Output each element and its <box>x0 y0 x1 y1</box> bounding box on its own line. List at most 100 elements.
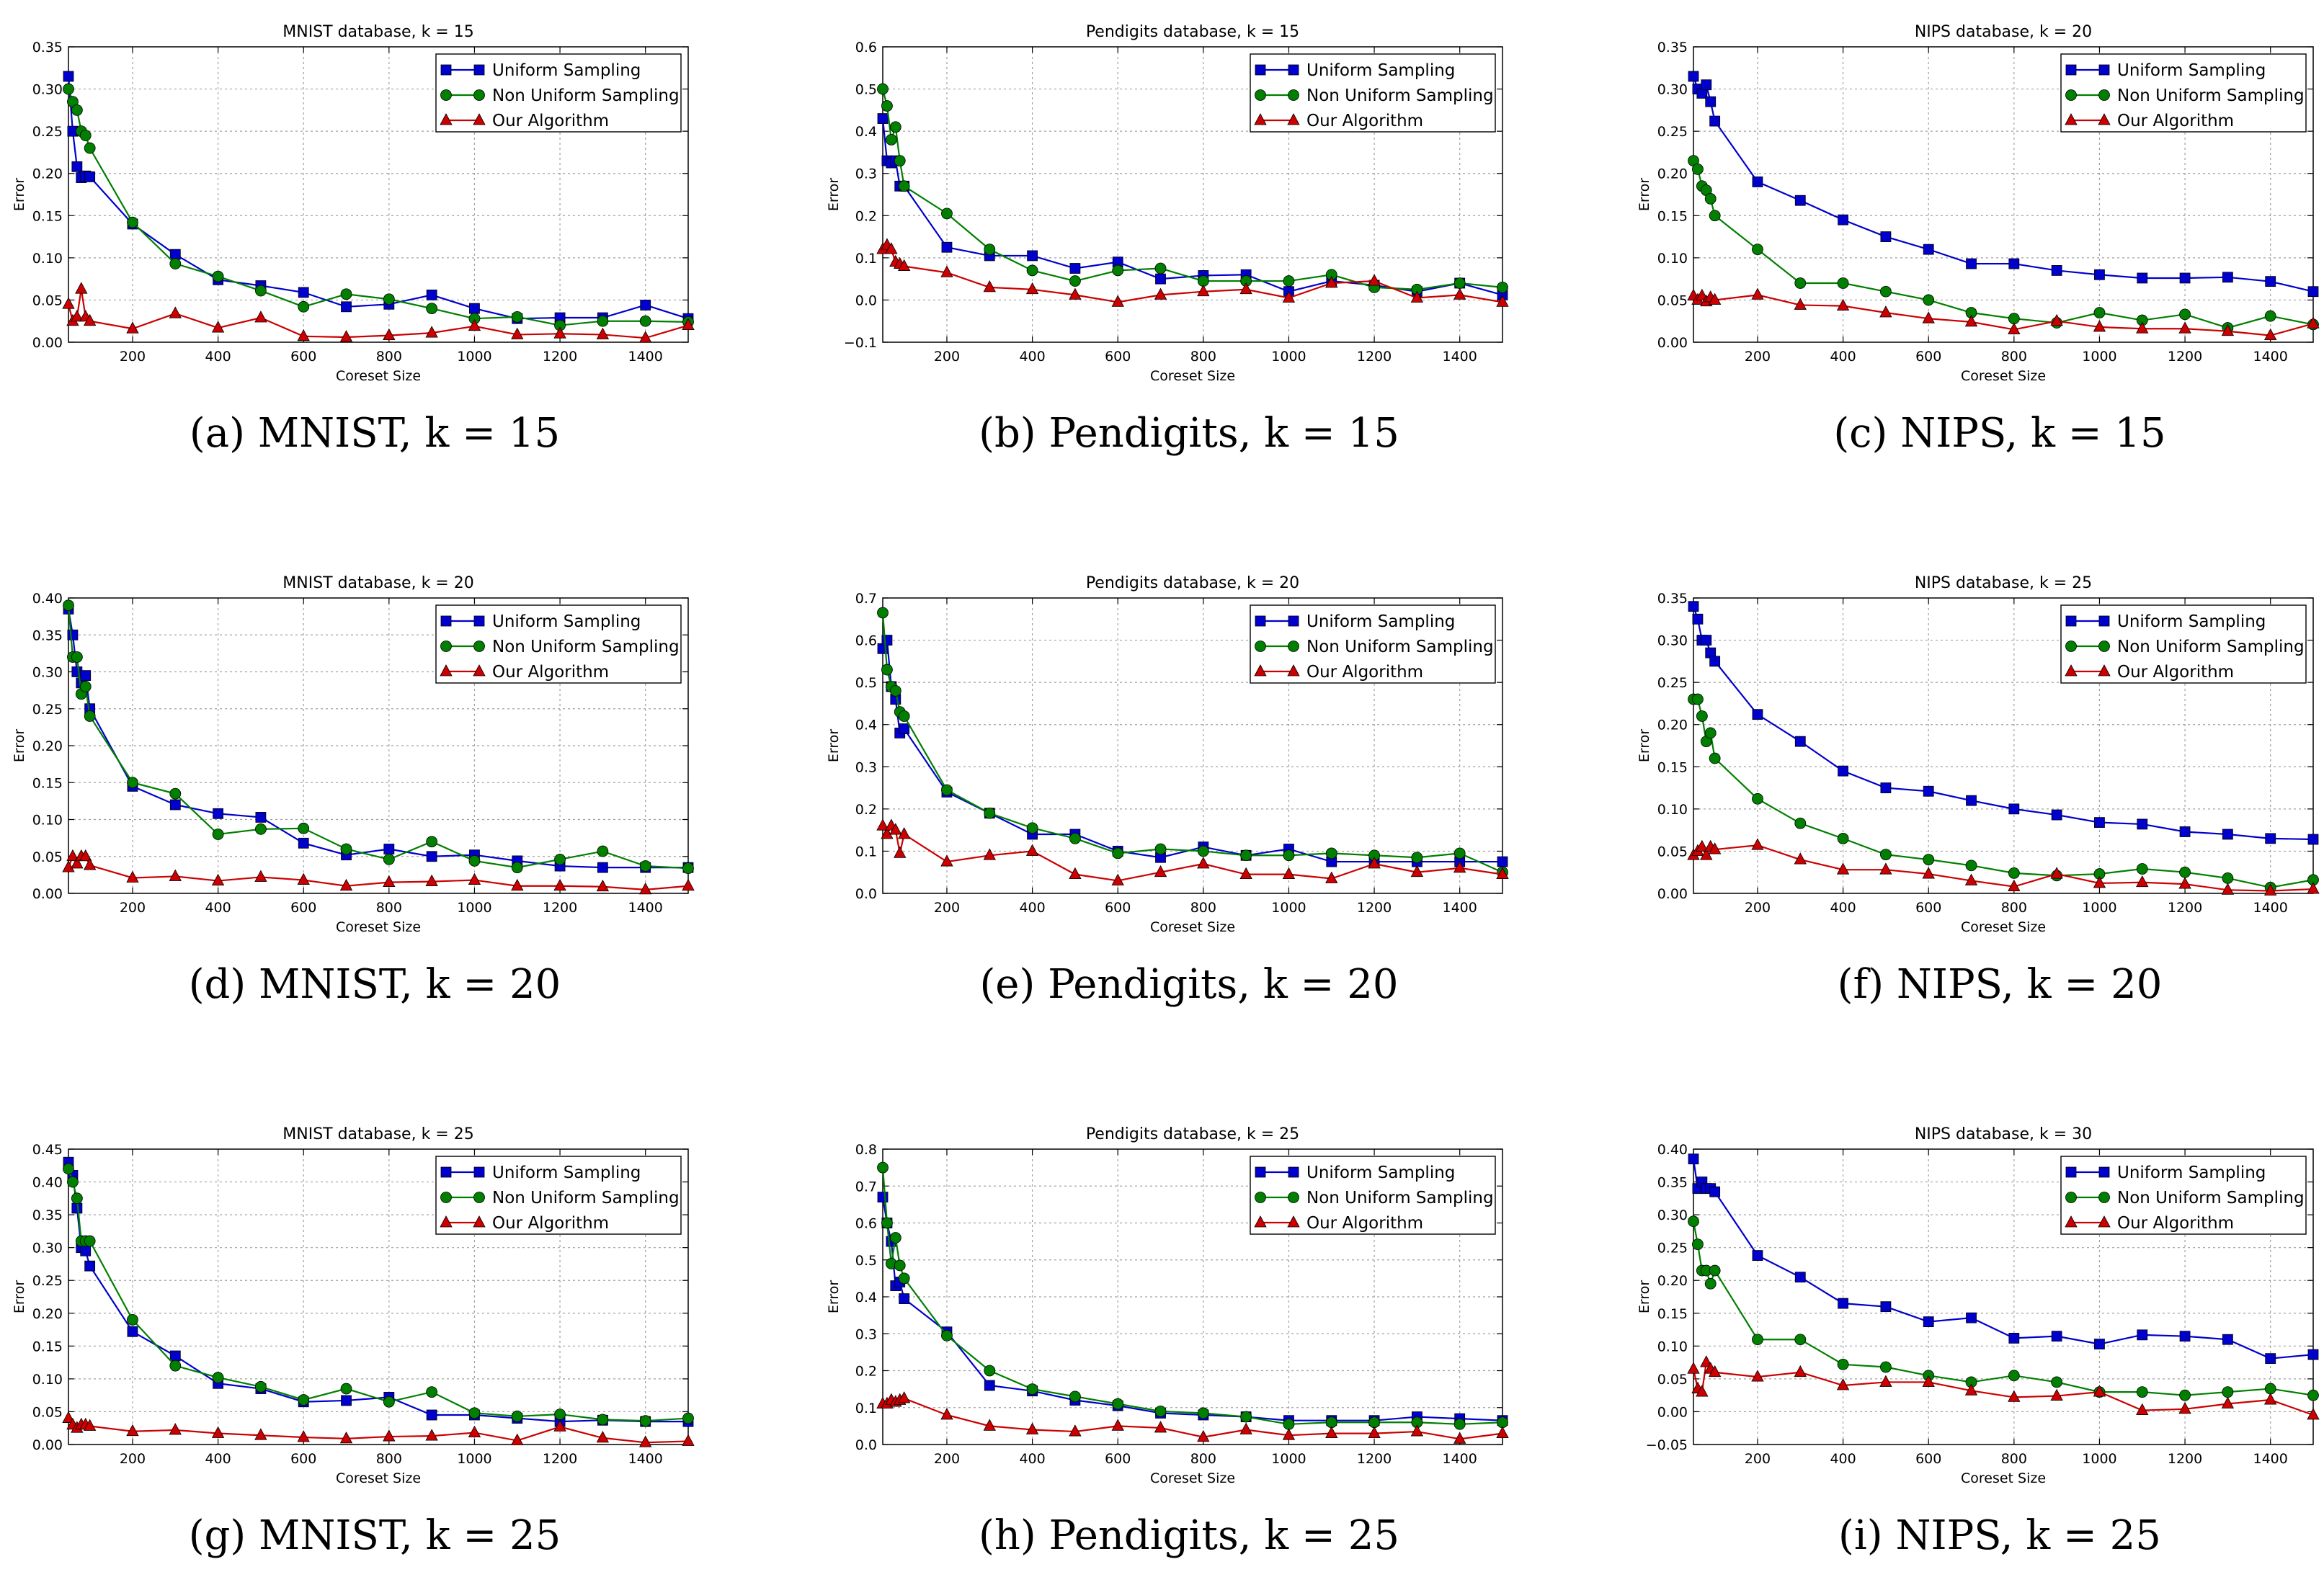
data-point <box>383 853 395 865</box>
legend-label: Uniform Sampling <box>1306 612 1455 631</box>
y-tick-label: 0.10 <box>32 1372 63 1388</box>
data-point <box>511 862 523 874</box>
legend-marker <box>1287 664 1300 677</box>
y-tick-label: 0.1 <box>855 1401 877 1416</box>
data-point <box>597 845 609 857</box>
data-point <box>881 827 894 839</box>
data-point <box>1069 287 1082 300</box>
x-tick-label: 400 <box>1019 900 1045 916</box>
y-tick-label: 0.0 <box>855 886 877 902</box>
legend-marker <box>473 64 485 76</box>
data-point <box>1966 1312 1977 1323</box>
data-point <box>1283 849 1295 862</box>
data-point <box>426 851 437 862</box>
x-tick-label: 200 <box>1745 349 1771 365</box>
y-tick-label: 0.35 <box>32 40 63 55</box>
series-line <box>68 1417 689 1444</box>
data-point <box>899 1293 910 1304</box>
y-tick-label: 0.05 <box>32 1404 63 1420</box>
legend-marker <box>2098 615 2110 627</box>
legend-label: Our Algorithm <box>2117 1214 2234 1233</box>
data-point <box>2179 272 2191 284</box>
y-tick-label: −0.1 <box>844 335 877 351</box>
legend: Uniform Sampling Non Uniform Sampling Our … <box>1250 604 1496 684</box>
data-point <box>1239 282 1252 295</box>
data-point <box>897 1391 911 1403</box>
data-point <box>79 681 92 692</box>
data-point <box>881 664 893 676</box>
legend-label: Our Algorithm <box>1306 1214 1423 1233</box>
x-tick-label: 800 <box>1190 900 1216 916</box>
data-point <box>127 777 138 789</box>
chart-title: NIPS database, k = 25 <box>1915 574 2092 592</box>
data-point <box>1709 1186 1721 1197</box>
data-point <box>340 843 352 855</box>
data-point <box>425 326 438 338</box>
data-point <box>2264 1393 2277 1405</box>
data-point <box>1879 285 1892 298</box>
legend-label: Non Uniform Sampling <box>1306 638 1494 656</box>
x-tick-label: 1200 <box>543 1451 577 1467</box>
data-point <box>639 331 652 343</box>
data-point <box>2179 1389 2191 1401</box>
data-point <box>941 1329 953 1341</box>
x-tick-label: 800 <box>2001 1451 2027 1467</box>
data-point <box>383 1396 395 1408</box>
data-point <box>885 133 897 146</box>
data-point <box>682 1434 695 1446</box>
data-point <box>1325 1416 1337 1429</box>
data-point <box>1880 782 1892 793</box>
data-point <box>1966 795 1977 806</box>
x-tick-label: 1200 <box>543 900 577 916</box>
legend-marker <box>1255 1166 1266 1178</box>
data-point <box>211 1426 225 1438</box>
y-tick-label: 0.35 <box>1657 591 1688 607</box>
subfigure-caption: (g) MNIST, k = 25 <box>189 1512 561 1559</box>
data-point <box>1752 244 1763 256</box>
data-point <box>83 1419 97 1431</box>
data-point <box>1752 177 1763 187</box>
data-point <box>340 1383 352 1395</box>
data-point <box>1688 1215 1699 1228</box>
x-tick-label: 400 <box>1830 1451 1856 1467</box>
y-axis-label: Error <box>1637 1280 1652 1314</box>
series-nonuniform <box>63 83 694 331</box>
data-point <box>1751 838 1764 850</box>
data-point <box>169 1350 181 1362</box>
data-point <box>1700 1355 1713 1367</box>
data-point <box>71 310 84 322</box>
data-point <box>1751 287 1764 300</box>
y-tick-label: 0.40 <box>32 1175 63 1191</box>
data-point <box>1879 305 1892 318</box>
data-point <box>2222 829 2233 840</box>
legend-label: Non Uniform Sampling <box>492 1189 680 1207</box>
data-point <box>1751 1370 1764 1382</box>
x-tick-label: 800 <box>2001 349 2027 365</box>
series-uniform <box>877 113 1508 300</box>
data-point <box>298 822 310 834</box>
x-tick-label: 200 <box>120 1451 146 1467</box>
series-ours <box>62 1411 695 1447</box>
data-point <box>1112 264 1124 277</box>
y-tick-label: 0.35 <box>1657 1175 1688 1191</box>
legend-label: Uniform Sampling <box>1306 1164 1455 1182</box>
data-point <box>597 1414 609 1426</box>
legend: Uniform Sampling Non Uniform Sampling Our … <box>435 53 682 133</box>
data-point <box>1197 284 1210 297</box>
data-point <box>877 1192 889 1203</box>
series-nonuniform <box>877 1161 1508 1430</box>
x-tick-label: 1200 <box>2168 1451 2202 1467</box>
y-tick-label: 0.30 <box>1657 633 1688 649</box>
data-point <box>126 1424 139 1437</box>
data-point <box>383 844 395 854</box>
data-point <box>79 130 92 141</box>
series-nonuniform <box>877 607 1508 878</box>
data-point <box>212 829 224 840</box>
x-tick-label: 600 <box>1915 900 1941 916</box>
data-point <box>553 1419 566 1432</box>
data-point <box>1696 839 1709 852</box>
data-point <box>877 607 889 619</box>
chart-title: Pendigits database, k = 20 <box>1086 574 1299 592</box>
legend-marker <box>2098 640 2110 652</box>
x-tick-label: 200 <box>1745 1451 1771 1467</box>
